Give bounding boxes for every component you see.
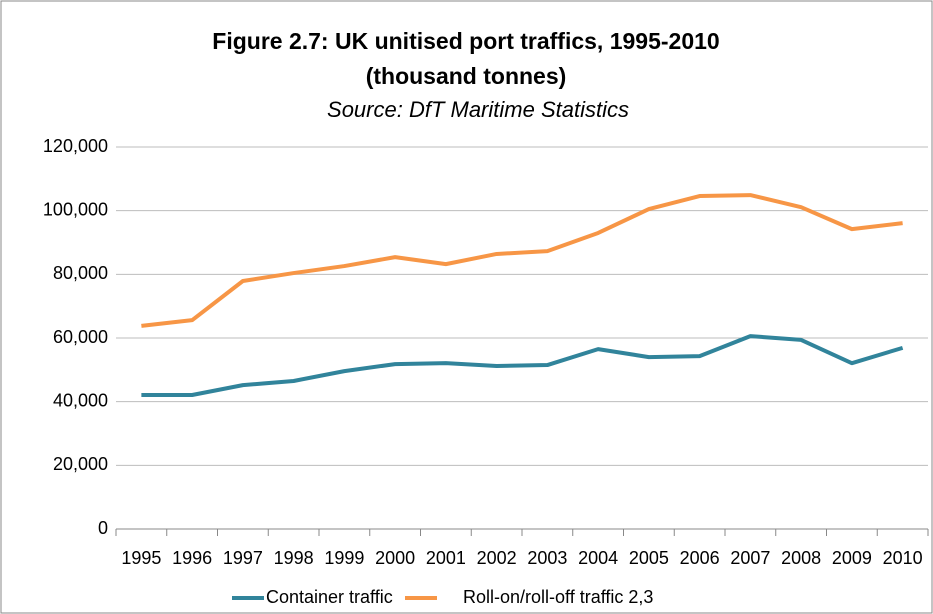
x-tick-label: 2010	[883, 548, 923, 568]
x-tick-label: 2005	[629, 548, 669, 568]
x-tick-label: 2007	[730, 548, 770, 568]
x-tick-label: 2002	[477, 548, 517, 568]
chart-subtitle: (thousand tonnes)	[366, 63, 567, 89]
x-tick-label: 1997	[223, 548, 263, 568]
x-tick-label: 2001	[426, 548, 466, 568]
legend-label: Roll-on/roll-off traffic 2,3	[463, 587, 653, 607]
series-line	[141, 334, 904, 397]
series-line	[141, 193, 903, 328]
y-tick-label: 20,000	[53, 454, 108, 474]
x-tick-label: 1996	[172, 548, 212, 568]
chart-source: Source: DfT Maritime Statistics	[327, 97, 629, 122]
y-tick-label: 120,000	[43, 136, 108, 156]
x-tick-label: 2006	[680, 548, 720, 568]
y-tick-label: 80,000	[53, 263, 108, 283]
legend-label: Container traffic	[266, 587, 393, 607]
y-tick-label: 0	[98, 518, 108, 538]
x-tick-label: 2000	[375, 548, 415, 568]
x-tick-label: 2009	[832, 548, 872, 568]
x-tick-label: 2003	[527, 548, 567, 568]
y-tick-label: 100,000	[43, 199, 108, 219]
y-tick-label: 60,000	[53, 327, 108, 347]
x-tick-label: 1995	[121, 548, 161, 568]
x-tick-label: 2008	[781, 548, 821, 568]
x-tick-label: 1998	[274, 548, 314, 568]
y-tick-label: 40,000	[53, 390, 108, 410]
x-tick-label: 2004	[578, 548, 618, 568]
x-tick-label: 1999	[324, 548, 364, 568]
chart-title: Figure 2.7: UK unitised port traffics, 1…	[212, 28, 719, 54]
